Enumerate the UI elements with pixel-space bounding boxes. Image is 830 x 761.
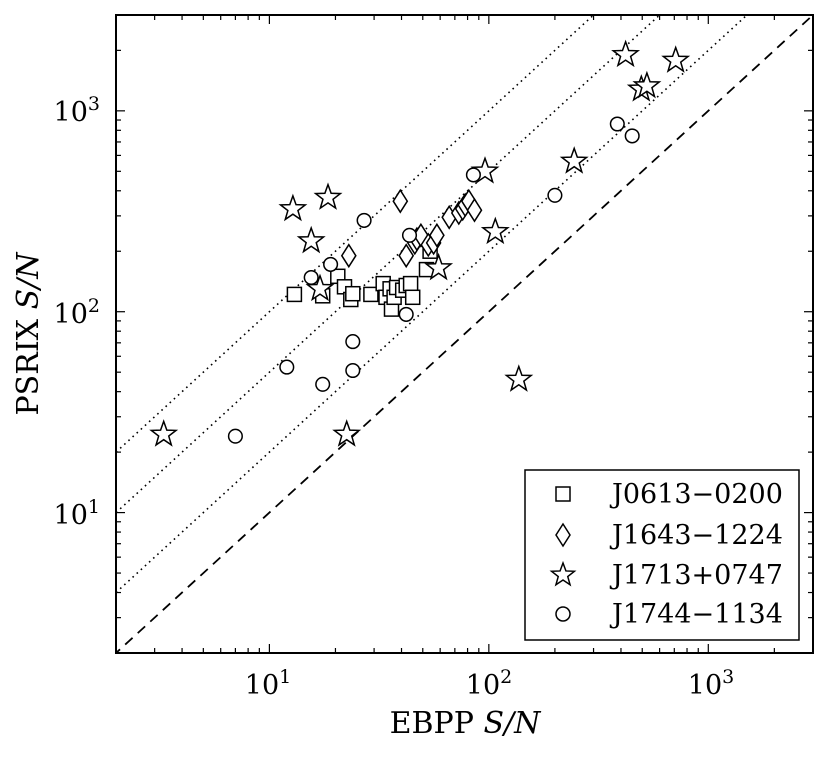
diamond-marker xyxy=(392,188,409,214)
data-markers xyxy=(149,39,691,447)
circle-marker xyxy=(356,212,372,228)
x-tick-label: 103 xyxy=(688,666,734,701)
y-tick-label: 102 xyxy=(54,295,100,330)
star-marker xyxy=(559,146,589,174)
circle-marker xyxy=(303,269,319,286)
x-axis-title: EBPP S/N xyxy=(390,706,543,741)
reference-lines xyxy=(116,15,813,653)
legend-square-icon xyxy=(555,486,571,502)
plot-frame xyxy=(115,14,814,654)
star-marker xyxy=(332,419,362,447)
circle-marker xyxy=(323,256,339,272)
circle-marker xyxy=(398,306,414,322)
square-marker xyxy=(404,289,421,306)
star-marker xyxy=(278,193,308,222)
star-marker xyxy=(313,182,343,210)
circle-marker xyxy=(279,359,295,375)
y-tick-label: 101 xyxy=(54,496,100,531)
x-tick-label: 102 xyxy=(466,666,512,701)
star-marker xyxy=(296,225,326,254)
circle-marker xyxy=(547,187,563,203)
legend-label: J1744−1134 xyxy=(609,599,783,630)
star-marker xyxy=(470,156,500,184)
star-marker xyxy=(424,252,454,281)
star-marker xyxy=(611,39,641,68)
ratio-line xyxy=(116,15,749,594)
square-marker xyxy=(345,285,361,302)
diamond-marker xyxy=(466,197,483,223)
legend-label: J0613−0200 xyxy=(609,479,783,510)
circle-marker xyxy=(465,167,481,183)
legend-label: J1713+0747 xyxy=(609,560,783,591)
circle-marker xyxy=(227,428,243,444)
axis-ticks xyxy=(115,14,814,654)
equality-line xyxy=(116,15,813,653)
x-tick-label: 101 xyxy=(245,666,291,701)
star-marker xyxy=(480,216,510,245)
circle-marker xyxy=(624,128,640,144)
circle-marker xyxy=(609,116,625,132)
y-axis-title: PSRIX S/N xyxy=(11,251,46,416)
square-marker xyxy=(402,275,419,292)
y-tick-label: 103 xyxy=(54,93,100,128)
circle-marker xyxy=(315,376,331,392)
diamond-marker xyxy=(398,243,415,269)
legend-label: J1643−1224 xyxy=(609,520,783,551)
circle-marker xyxy=(345,362,361,379)
star-marker xyxy=(504,364,534,392)
diamond-marker xyxy=(340,243,357,269)
star-marker xyxy=(149,419,179,447)
square-marker xyxy=(363,286,379,303)
legend-star-icon xyxy=(549,560,577,587)
star-marker xyxy=(661,45,691,73)
star-marker xyxy=(632,70,662,99)
circle-marker xyxy=(345,334,361,350)
legend: J0613−0200 J1643−1224 J1713+0747 J1744−1… xyxy=(524,469,800,641)
square-marker xyxy=(286,286,303,303)
legend-diamond-icon xyxy=(555,522,571,548)
legend-circle-icon xyxy=(555,606,571,622)
diamond-marker xyxy=(429,222,445,248)
circle-marker xyxy=(401,227,418,243)
